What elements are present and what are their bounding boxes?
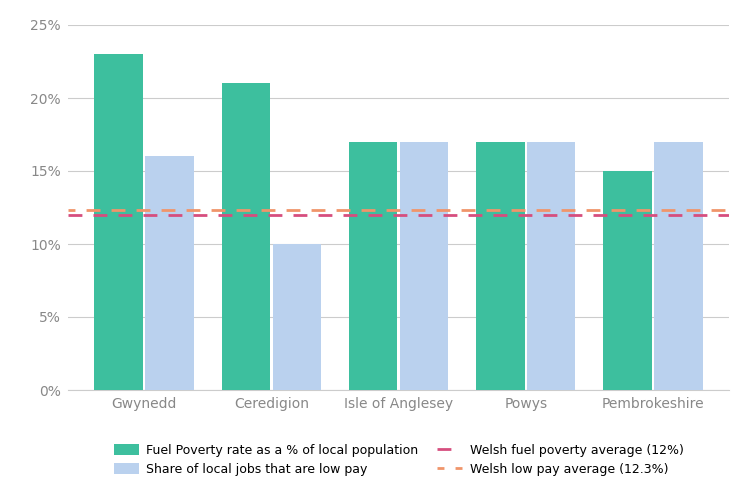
Bar — [654, 142, 702, 390]
Bar — [527, 142, 575, 390]
Bar — [145, 156, 194, 390]
Bar — [603, 171, 652, 390]
Bar — [476, 142, 525, 390]
Bar — [400, 142, 448, 390]
Bar — [222, 84, 270, 390]
Bar — [272, 244, 321, 390]
Legend: Fuel Poverty rate as a % of local population, Share of local jobs that are low p: Fuel Poverty rate as a % of local popula… — [114, 444, 684, 476]
Bar — [95, 54, 143, 390]
Bar — [349, 142, 397, 390]
